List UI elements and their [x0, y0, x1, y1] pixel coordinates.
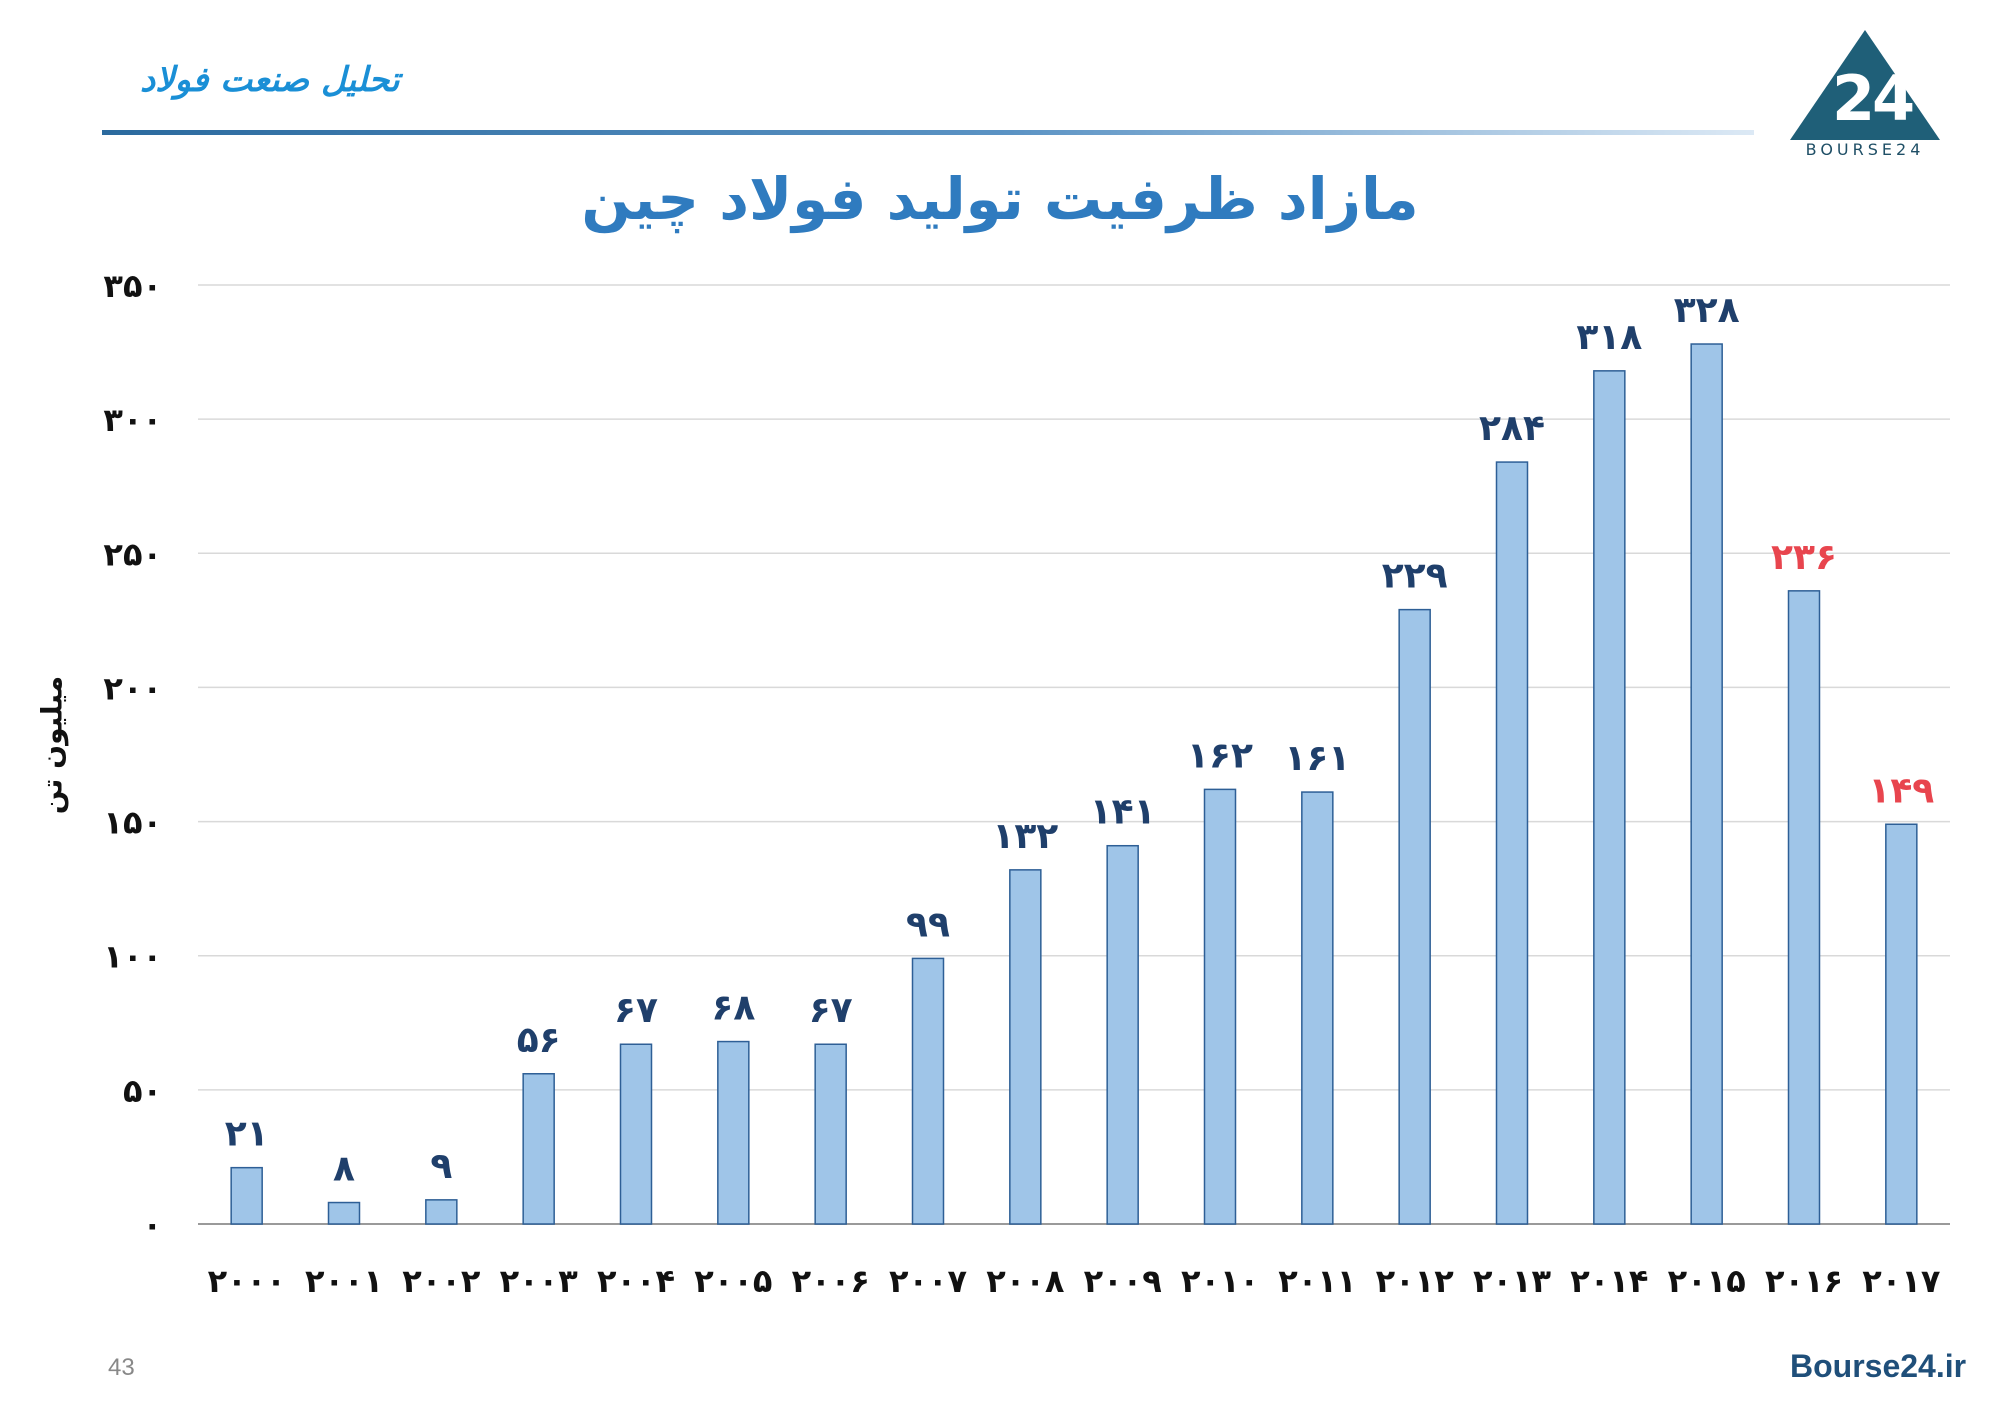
bar-2008: [1009, 869, 1042, 1225]
bar-2007: [911, 957, 945, 1225]
page-number: 43: [108, 1354, 135, 1381]
bar-2000: [230, 1166, 263, 1225]
bar-2017: [1885, 823, 1918, 1225]
y-tick-labels: ۰ ۵۰ ۱۰۰ ۱۵۰ ۲۰۰ ۲۵۰ ۳۰۰ ۳۵۰: [103, 267, 162, 1244]
x-tick-label-2005: ۲۰۰۵: [694, 1262, 772, 1300]
value-label-2003: ۵۶: [517, 1020, 561, 1061]
x-tick-label-2000: ۲۰۰۰: [208, 1262, 286, 1300]
x-tick-label-2013: ۲۰۱۳: [1473, 1262, 1552, 1300]
y-tick-label: ۳۰۰: [103, 401, 162, 439]
svg-text:4: 4: [1872, 62, 1915, 135]
value-label-2015: ۳۲۸: [1674, 290, 1740, 331]
site-link[interactable]: Bourse24.ir: [1790, 1348, 1967, 1384]
x-tick-label-2011: ۲۰۱۱: [1278, 1262, 1356, 1300]
value-label-2000: ۲۱: [225, 1114, 269, 1155]
y-tick-label: ۱۵۰: [103, 804, 162, 842]
value-label-2011: ۱۶۱: [1284, 738, 1350, 779]
y-tick-label: ۲۰۰: [103, 669, 162, 707]
bar-2005: [717, 1040, 750, 1225]
value-label-2001: ۸: [333, 1149, 355, 1190]
x-tick-label-2006: ۲۰۰۶: [792, 1262, 870, 1300]
bar-2010: [1203, 788, 1237, 1225]
grid-lines: [198, 284, 1950, 1225]
bar-2002: [425, 1199, 458, 1225]
value-label-2005: ۶۸: [711, 988, 755, 1029]
x-tick-label-2007: ۲۰۰۷: [889, 1262, 968, 1300]
value-labels: ۲۱ ۸ ۹ ۵۶ ۶۷ ۶۸ ۶۷ ۹۹ ۱۳۲ ۱۴۱ ۱۶۲ ۱۶۱ ۲۲۹ ۲۸۴ ۳۱۸ ۳۲۸ ۲۳…: [225, 290, 1935, 1190]
value-label-2010: ۱۶۲: [1187, 735, 1253, 776]
x-tick-label-2001: ۲۰۰۱: [305, 1262, 383, 1300]
bar-2004: [619, 1043, 653, 1225]
x-tick-label-2015: ۲۰۱۵: [1668, 1262, 1746, 1300]
y-tick-label: ۳۵۰: [103, 267, 162, 305]
y-tick-label: ۱۰۰: [103, 938, 162, 976]
value-label-2013: ۲۸۴: [1479, 408, 1545, 449]
x-tick-label-2012: ۲۰۱۲: [1376, 1262, 1455, 1300]
x-tick-labels: ۲۰۰۰ ۲۰۰۱ ۲۰۰۲ ۲۰۰۳ ۲۰۰۴ ۲۰۰۵ ۲۰۰۶ ۲۰۰۷ ۲۰۰۸ ۲۰۰۹…: [208, 1262, 1941, 1300]
y-tick-label: ۲۵۰: [103, 535, 162, 573]
value-label-2014: ۳۱۸: [1576, 317, 1642, 358]
bar-2003: [522, 1073, 555, 1225]
x-tick-label-2003: ۲۰۰۳: [500, 1262, 579, 1300]
x-tick-label-2014: ۲۰۱۴: [1570, 1262, 1648, 1300]
x-tick-label-2010: ۲۰۱۰: [1181, 1262, 1259, 1300]
bar-2011: [1301, 791, 1334, 1225]
value-label-2004: ۶۷: [614, 990, 658, 1031]
x-tick-label-2008: ۲۰۰۸: [986, 1262, 1065, 1300]
x-tick-label-2017: ۲۰۱۷: [1862, 1262, 1941, 1300]
x-tick-label-2002: ۲۰۰۲: [402, 1262, 481, 1300]
bar-2014: [1593, 370, 1626, 1225]
value-label-2009: ۱۴۱: [1090, 792, 1156, 833]
bar-2006: [814, 1043, 847, 1225]
bourse24-logo-icon: 2 4: [1790, 30, 1940, 140]
x-tick-label-2009: ۲۰۰۹: [1084, 1262, 1162, 1300]
bar-2016: [1787, 590, 1821, 1225]
bar-2001: [327, 1201, 361, 1225]
bar-2013: [1495, 461, 1529, 1225]
value-label-2017: ۱۴۹: [1868, 770, 1934, 811]
value-label-2007: ۹۹: [906, 904, 950, 945]
y-tick-label: ۵۰: [123, 1072, 162, 1110]
header-divider: [102, 130, 1754, 135]
svg-text:2: 2: [1832, 62, 1875, 135]
value-label-2008: ۱۳۲: [992, 816, 1058, 857]
header-title: تحلیل صنعت فولاد: [140, 60, 400, 100]
bar-2015: [1690, 343, 1723, 1225]
value-label-2006: ۶۷: [809, 990, 853, 1031]
x-tick-label-2016: ۲۰۱۶: [1765, 1262, 1843, 1300]
bar-2009: [1106, 844, 1139, 1225]
bar-2012: [1398, 608, 1431, 1225]
bars: [230, 343, 1918, 1225]
value-label-2016: ۲۳۶: [1771, 537, 1837, 578]
value-label-2002: ۹: [430, 1146, 452, 1187]
logo-wordmark: BOURSE24: [1805, 140, 1925, 159]
y-tick-label: ۰: [142, 1206, 162, 1244]
x-tick-label-2004: ۲۰۰۴: [597, 1262, 675, 1300]
value-label-2012: ۲۲۹: [1382, 556, 1448, 597]
chart-title: مازاد ظرفیت تولید فولاد چین: [581, 165, 1419, 233]
